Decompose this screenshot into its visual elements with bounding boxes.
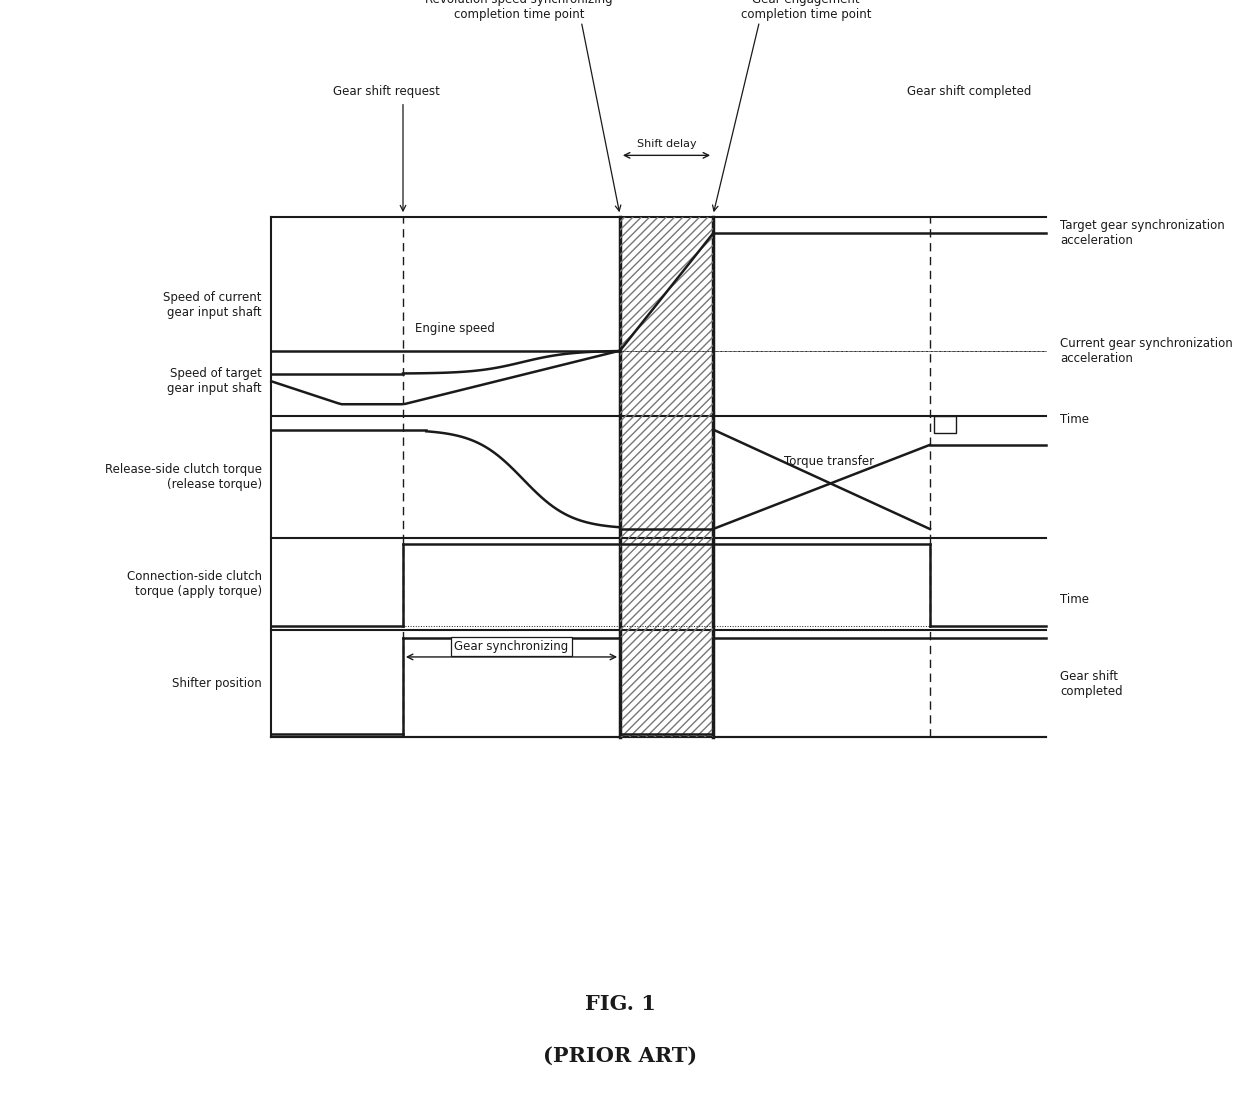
Text: Gear shift request: Gear shift request [334, 85, 440, 98]
Text: Connection-side clutch
torque (apply torque): Connection-side clutch torque (apply tor… [126, 570, 262, 598]
Text: Speed of current
gear input shaft: Speed of current gear input shaft [164, 291, 262, 318]
Text: FIG. 1: FIG. 1 [584, 994, 656, 1014]
Text: Release-side clutch torque
(release torque): Release-side clutch torque (release torq… [105, 463, 262, 491]
Text: Torque transfer: Torque transfer [784, 455, 874, 468]
Text: Time: Time [1060, 593, 1089, 606]
Text: Speed of target
gear input shaft: Speed of target gear input shaft [167, 368, 262, 395]
Bar [620, 217, 713, 737]
Text: Gear shift
completed: Gear shift completed [1060, 670, 1123, 698]
Text: Current gear synchronization
acceleration: Current gear synchronization acceleratio… [1060, 337, 1233, 364]
Text: Gear synchronizing: Gear synchronizing [454, 640, 569, 653]
Text: Target gear synchronization
acceleration: Target gear synchronization acceleration [1060, 220, 1225, 247]
Bar [934, 416, 956, 432]
Text: Engine speed: Engine speed [414, 323, 495, 335]
Text: Gear engagement
completion time point: Gear engagement completion time point [740, 0, 872, 22]
Text: (PRIOR ART): (PRIOR ART) [543, 1046, 697, 1066]
Text: Time: Time [1060, 414, 1089, 426]
Text: Revolution speed synchronizing
completion time point: Revolution speed synchronizing completio… [425, 0, 613, 22]
Text: Gear shift completed: Gear shift completed [906, 85, 1030, 98]
Text: Shifter position: Shifter position [172, 677, 262, 690]
Text: Shift delay: Shift delay [636, 139, 697, 149]
